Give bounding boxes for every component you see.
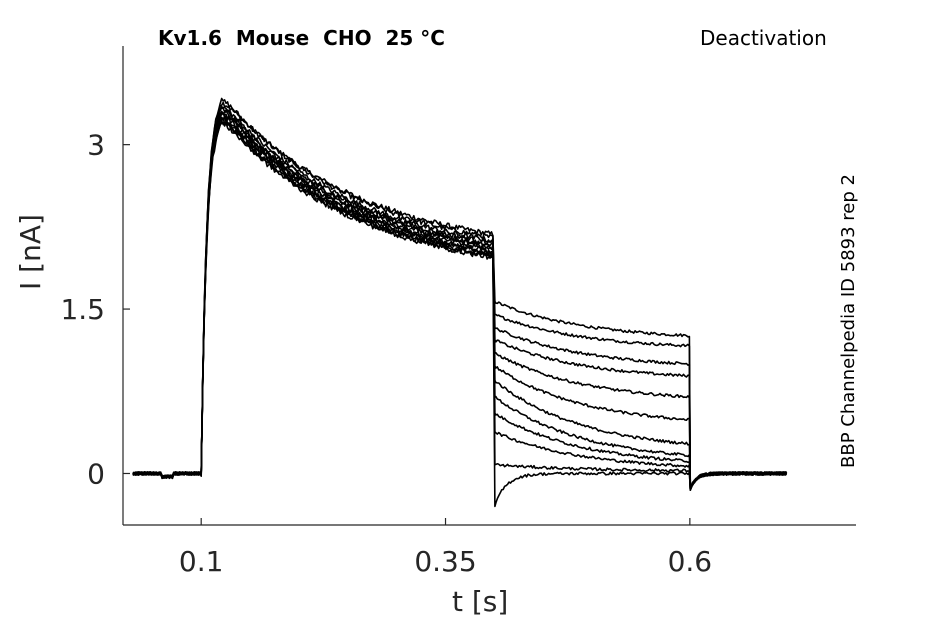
current-trace-8	[132, 115, 787, 491]
current-trace-6	[132, 111, 787, 491]
current-trace-5	[132, 110, 788, 491]
axes: 0.1 0.35 0.6 0 1.5 3	[60, 46, 856, 578]
current-trace-1	[132, 101, 787, 491]
x-tick-label: 0.6	[668, 545, 713, 578]
chart-title: Kv1.6 Mouse CHO 25 °C	[158, 26, 445, 50]
x-tick-label: 0.35	[414, 545, 476, 578]
current-trace-12	[132, 121, 787, 508]
current-trace-7	[132, 112, 788, 491]
x-axis-label: t [s]	[452, 585, 509, 618]
protocol-label: Deactivation	[700, 26, 827, 50]
y-tick-label: 3	[87, 129, 105, 162]
x-tick-label: 0.1	[179, 545, 224, 578]
current-trace-4	[132, 107, 788, 491]
current-trace-11	[132, 120, 787, 491]
source-annotation: BBP Channelpedia ID 5893 rep 2	[838, 174, 859, 468]
y-tick-label: 1.5	[60, 293, 105, 326]
y-axis-label: I [nA]	[14, 214, 47, 290]
current-trace-3	[132, 106, 788, 491]
current-trace-2	[132, 97, 788, 491]
current-trace-9	[132, 116, 788, 491]
current-traces	[132, 97, 788, 508]
current-trace-10	[132, 118, 788, 491]
y-tick-label: 0	[87, 457, 105, 490]
